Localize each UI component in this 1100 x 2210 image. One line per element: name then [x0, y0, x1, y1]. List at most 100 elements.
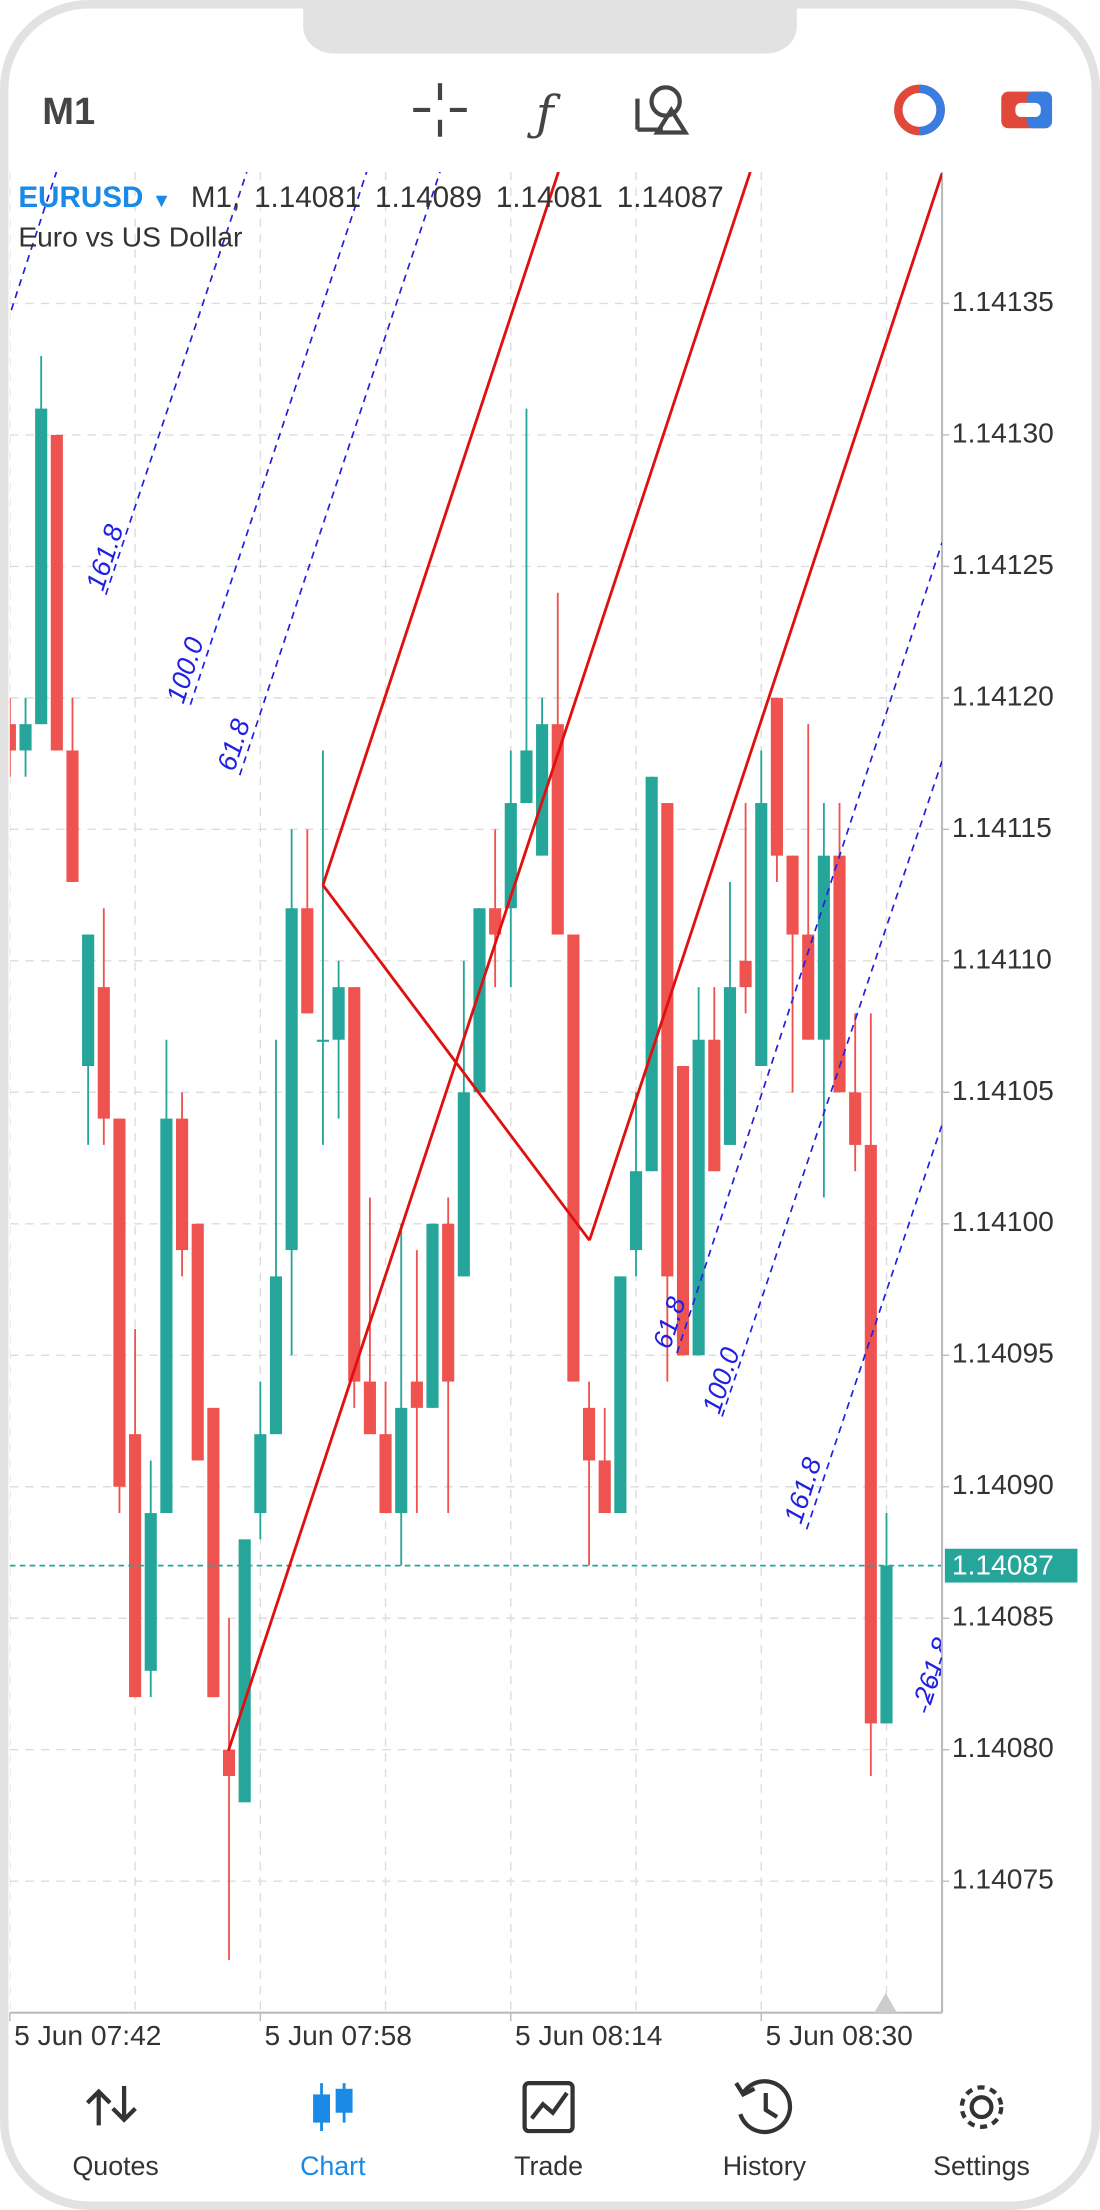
candle-body	[739, 960, 752, 988]
y-tick-label: 1.14105	[952, 1074, 1054, 1106]
y-tick-label: 1.14130	[952, 416, 1054, 448]
tab-settings-icon[interactable]	[959, 2085, 1004, 2129]
candle-body	[676, 1066, 690, 1356]
candle-body	[598, 1460, 611, 1514]
candle-body	[723, 987, 737, 1145]
x-tick-label: 5 Jun 08:14	[515, 2019, 662, 2051]
tab-chart-icon[interactable]	[313, 2083, 353, 2132]
price-label-bg	[944, 1548, 1078, 1583]
candle-body	[849, 1092, 862, 1145]
candle-body	[66, 750, 79, 882]
candle-body	[880, 1565, 893, 1724]
candle-body	[9, 724, 16, 751]
candle-body	[661, 803, 674, 1277]
fibonacci-lines	[10, 171, 943, 1713]
candle-body	[97, 987, 110, 1119]
candle-body	[379, 1434, 392, 1514]
trading-icon[interactable]	[1001, 91, 1053, 129]
header-low: 1.14081	[496, 181, 603, 214]
candle-body	[833, 855, 846, 1093]
candle-body	[301, 908, 314, 1014]
candle-body	[285, 908, 298, 1251]
y-tick-label: 1.14135	[952, 285, 1054, 317]
y-tick-label: 1.14115	[952, 811, 1052, 843]
candle-body	[19, 724, 32, 751]
candle-body	[567, 934, 580, 1382]
candle-body	[410, 1381, 423, 1408]
candle-body	[129, 1434, 142, 1698]
candle-body	[457, 1092, 470, 1277]
candle-body	[614, 1276, 627, 1514]
candle-body	[332, 987, 345, 1040]
objects-icon[interactable]	[635, 85, 690, 135]
candle-body	[864, 1144, 877, 1724]
candle-body	[191, 1223, 204, 1461]
y-tick-label: 1.14075	[952, 1863, 1054, 1895]
tab-quotes[interactable]	[85, 2085, 137, 2126]
candle-body	[755, 803, 768, 1067]
x-tick-label: 5 Jun 07:58	[265, 2019, 412, 2051]
candle-body	[473, 908, 486, 1093]
y-tick-label: 1.14120	[952, 679, 1054, 711]
candle-body	[442, 1223, 455, 1382]
candle-body	[254, 1434, 267, 1514]
candle-body	[269, 1276, 283, 1435]
y-tick-label: 1.14080	[952, 1731, 1054, 1763]
y-tick-label: 1.14095	[952, 1337, 1054, 1369]
x-tick-label: 5 Jun 07:42	[14, 2019, 161, 2051]
symbol-dropdown[interactable]: ▼	[152, 190, 172, 212]
candle-body	[395, 1407, 408, 1514]
candle-body	[348, 987, 361, 1382]
timeframe-button[interactable]: M1	[42, 91, 95, 133]
candle-body	[35, 408, 48, 725]
candle-body	[489, 908, 502, 935]
price-label: 1.14087	[952, 1549, 1054, 1581]
chart-header: EURUSD ▼ M1, 1.14081 1.14089 1.14081 1.14…	[18, 181, 723, 214]
notch-top	[303, 0, 797, 26]
candle-body	[817, 855, 830, 1040]
candle-body	[176, 1118, 189, 1251]
y-tick-label: 1.14125	[952, 548, 1054, 580]
tab-bar	[85, 2079, 1004, 2135]
header-open: 1.14081	[254, 181, 361, 214]
candle-body	[238, 1539, 251, 1803]
crosshair-icon[interactable]	[413, 83, 467, 137]
header-timeframe: M1,	[191, 181, 240, 214]
header-close: 1.14087	[617, 181, 724, 214]
candle-body	[536, 724, 549, 856]
candle-body	[583, 1407, 596, 1461]
candle-body	[551, 724, 564, 935]
candle-body	[692, 1039, 705, 1356]
tab-label[interactable]: Quotes	[72, 2151, 158, 2181]
candle-body	[50, 434, 63, 751]
candle-body	[629, 1171, 643, 1251]
tab-label[interactable]: History	[723, 2151, 807, 2181]
tab-history-icon[interactable]	[734, 2079, 793, 2135]
symbol[interactable]: EURUSD	[18, 181, 143, 214]
tab-trade-icon[interactable]	[522, 2081, 575, 2134]
candle-body	[316, 1039, 330, 1042]
candle-body	[770, 697, 783, 856]
x-tick-label: 5 Jun 08:30	[765, 2019, 912, 2051]
y-tick-label: 1.14085	[952, 1600, 1054, 1632]
y-tick-label: 1.14100	[952, 1205, 1054, 1237]
candle-body	[426, 1223, 439, 1408]
candle-body	[363, 1381, 376, 1435]
plot-area	[9, 171, 943, 2013]
tab-label[interactable]: Settings	[933, 2151, 1030, 2181]
scroll-marker	[874, 1992, 897, 2013]
y-tick-label: 1.14110	[952, 942, 1052, 974]
pitchfork	[227, 171, 943, 1751]
candle-body	[160, 1118, 173, 1514]
candle-body	[82, 934, 95, 1067]
tab-label[interactable]: Trade	[514, 2151, 583, 2181]
tab-label[interactable]: Chart	[300, 2151, 366, 2181]
candle-body	[144, 1513, 157, 1671]
symbol-description: Euro vs US Dollar	[18, 221, 242, 253]
candle-body	[520, 750, 533, 804]
y-tick-label: 1.14090	[952, 1468, 1054, 1500]
chart: 1.14075 1.14080 1.14085 1.14090 1.14095 1.141…	[9, 171, 1078, 2051]
signals-icon[interactable]	[894, 84, 945, 136]
